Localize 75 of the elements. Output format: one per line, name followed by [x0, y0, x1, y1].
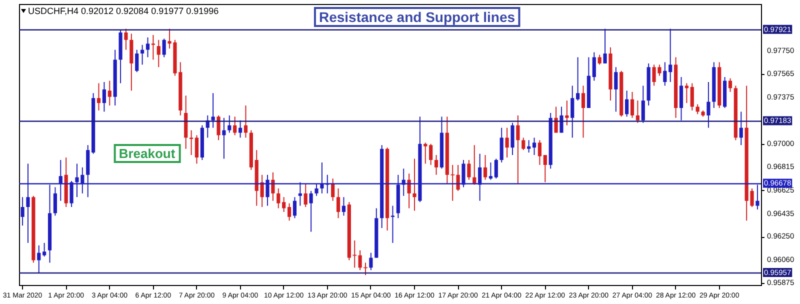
candlestick [543, 154, 547, 183]
candlestick [276, 188, 280, 209]
candlestick [739, 111, 743, 146]
candlestick [690, 82, 694, 111]
candlestick [527, 140, 531, 154]
candlestick [641, 85, 645, 124]
candlestick [581, 85, 586, 138]
candlestick [304, 182, 308, 208]
candlestick [309, 190, 313, 232]
candlestick [706, 81, 710, 128]
candlestick [679, 76, 684, 121]
candlestick [684, 82, 688, 104]
candlestick [576, 56, 580, 102]
candlestick [570, 85, 574, 138]
candlestick [565, 100, 569, 126]
candlestick [287, 202, 292, 222]
candlestick [630, 91, 634, 118]
candlestick [233, 116, 237, 136]
candlestick [108, 80, 112, 106]
candlestick [505, 127, 509, 158]
chart-title: Resistance and Support lines [318, 9, 516, 25]
candlestick [271, 172, 275, 202]
candlestick [429, 143, 433, 166]
candlestick [625, 90, 629, 118]
candlestick [636, 100, 640, 124]
candlestick [140, 44, 144, 66]
candlestick [603, 28, 607, 64]
candlestick [194, 134, 199, 164]
candlestick [488, 162, 493, 180]
candlestick [598, 54, 602, 66]
candlestick [522, 137, 526, 151]
candlestick [668, 28, 672, 82]
annotation: Breakout [118, 146, 176, 161]
candlestick [390, 205, 395, 244]
candlestick [130, 33, 134, 92]
candlestick [516, 114, 520, 184]
candlestick [222, 117, 226, 160]
candlestick [102, 81, 106, 112]
candlestick [412, 158, 416, 212]
candlestick [510, 122, 514, 156]
candlestick [190, 130, 194, 156]
candlestick [494, 158, 498, 180]
candlestick [96, 82, 101, 111]
candlestick [216, 114, 220, 141]
candlestick [614, 66, 618, 112]
candlestick [211, 92, 215, 128]
candlestick [244, 105, 248, 138]
candlestick [696, 104, 700, 115]
candlestick [592, 52, 596, 82]
candlestick [37, 244, 41, 274]
candlestick [53, 186, 57, 216]
candlestick [336, 188, 340, 219]
candlestick [146, 36, 150, 58]
candlestick [342, 196, 346, 216]
candlestick [483, 154, 488, 180]
candlestick [292, 196, 297, 219]
candlestick [500, 127, 504, 163]
candlestick [162, 38, 166, 58]
candlestick [151, 34, 155, 60]
candlestick [20, 196, 24, 226]
candlestick [728, 78, 732, 92]
candlestick [228, 114, 232, 134]
candlestick [124, 28, 128, 50]
candlestick [663, 62, 667, 86]
candlestick [434, 154, 438, 176]
candlestick [538, 140, 542, 166]
candlestick [369, 252, 373, 271]
candlestick [156, 39, 160, 68]
candlestick [135, 49, 139, 73]
candlestick [424, 142, 428, 164]
annotation: USDCHF,H4 0.92012 0.92084 0.91977 0.91996 [28, 6, 219, 16]
candlestick [467, 159, 471, 180]
candlestick [42, 242, 46, 258]
candlestick [532, 137, 536, 156]
candlestick [282, 196, 286, 212]
